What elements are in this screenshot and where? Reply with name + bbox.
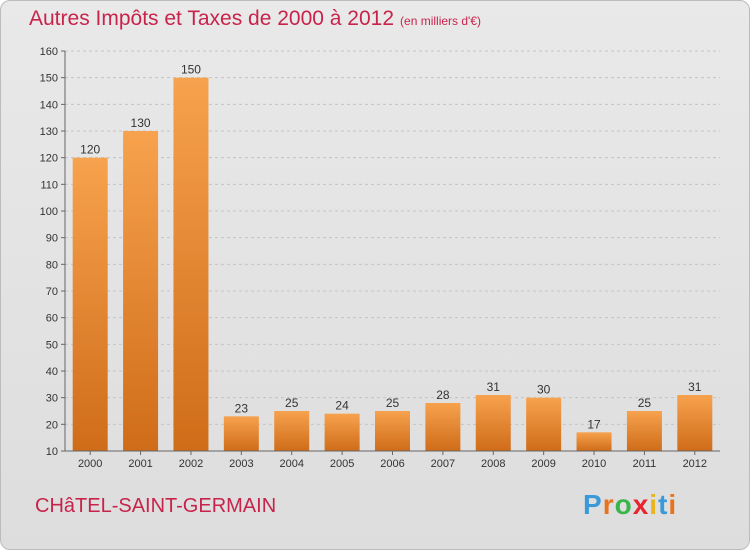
data-label: 130 xyxy=(131,116,151,130)
y-tick-label: 160 xyxy=(40,46,58,58)
data-label: 31 xyxy=(688,380,702,394)
data-label: 28 xyxy=(436,388,450,402)
data-label: 24 xyxy=(335,399,349,413)
y-tick-label: 40 xyxy=(46,366,58,378)
x-tick-label: 2003 xyxy=(229,458,253,470)
bar xyxy=(274,411,310,451)
x-tick-label: 2002 xyxy=(179,458,203,470)
bar xyxy=(526,397,562,451)
bar xyxy=(677,395,713,451)
data-label: 31 xyxy=(487,380,501,394)
data-label: 150 xyxy=(181,63,201,77)
y-tick-label: 120 xyxy=(40,153,58,165)
logo-letter: i xyxy=(668,489,678,520)
bar xyxy=(375,411,410,451)
y-tick-label: 110 xyxy=(40,179,58,191)
y-axis: 10 20 30 40 50 60 70 80 90 100 110 120 130 140 150 160 xyxy=(40,46,66,458)
y-tick-label: 20 xyxy=(46,419,58,431)
bar xyxy=(475,395,511,451)
title-unit: (en milliers d'€) xyxy=(400,14,482,28)
x-tick-label: 2006 xyxy=(380,458,404,470)
bar xyxy=(223,416,259,451)
data-label: 30 xyxy=(537,383,551,397)
y-tick-label: 30 xyxy=(46,393,58,405)
data-label: 17 xyxy=(587,417,601,431)
x-tick-label: 2001 xyxy=(128,458,152,470)
x-tick-label: 2005 xyxy=(330,458,354,470)
y-tick-label: 50 xyxy=(46,339,58,351)
bar xyxy=(324,413,360,451)
bar xyxy=(425,403,461,451)
y-tick-label: 150 xyxy=(40,73,58,85)
x-tick-label: 2009 xyxy=(531,458,555,470)
x-tick-label: 2008 xyxy=(481,458,505,470)
logo-letter: P xyxy=(583,489,603,520)
y-tick-label: 10 xyxy=(46,446,58,458)
x-axis: 2000 2001 2002 2003 2004 2005 2006 2007 2008 2009… xyxy=(65,450,720,470)
logo-letter: t xyxy=(658,489,669,520)
bars: 120 130 150 23 25 24 25 28 31 30 17 25 31 xyxy=(72,63,713,452)
x-tick-label: 2011 xyxy=(633,458,657,470)
chart-title: Autres Impôts et Taxes de 2000 à 2012 (en… xyxy=(29,7,481,31)
x-tick-label: 2010 xyxy=(582,458,606,470)
y-tick-label: 140 xyxy=(40,99,58,111)
logo-letter: r xyxy=(602,489,615,520)
proxiti-logo: Proxiti xyxy=(583,489,677,521)
bar xyxy=(72,157,108,451)
title-text: Autres Impôts et Taxes de 2000 à 2012 xyxy=(29,7,395,30)
y-tick-label: 60 xyxy=(46,313,58,325)
x-tick-label: 2007 xyxy=(431,458,455,470)
bar xyxy=(626,411,662,451)
y-tick-label: 90 xyxy=(46,233,58,245)
data-label: 25 xyxy=(638,396,652,410)
x-tick-label: 2000 xyxy=(78,458,102,470)
logo-letter: i xyxy=(649,489,659,520)
data-label: 25 xyxy=(386,396,400,410)
bar xyxy=(173,77,209,452)
x-tick-label: 2004 xyxy=(279,458,303,470)
bar xyxy=(123,131,159,451)
logo-letter: o xyxy=(614,489,633,520)
logo-letter: x xyxy=(632,489,650,520)
x-tick-label: 2012 xyxy=(683,458,707,470)
data-label: 120 xyxy=(80,143,100,157)
y-tick-label: 70 xyxy=(46,286,58,298)
y-tick-label: 100 xyxy=(40,206,58,218)
commune-name: CHâTEL-SAINT-GERMAIN xyxy=(35,495,277,517)
y-tick-label: 80 xyxy=(46,259,58,271)
bar xyxy=(576,432,612,451)
data-label: 23 xyxy=(235,401,249,415)
data-label: 25 xyxy=(285,396,299,410)
grid-lines xyxy=(65,50,720,452)
y-tick-label: 130 xyxy=(40,126,58,138)
